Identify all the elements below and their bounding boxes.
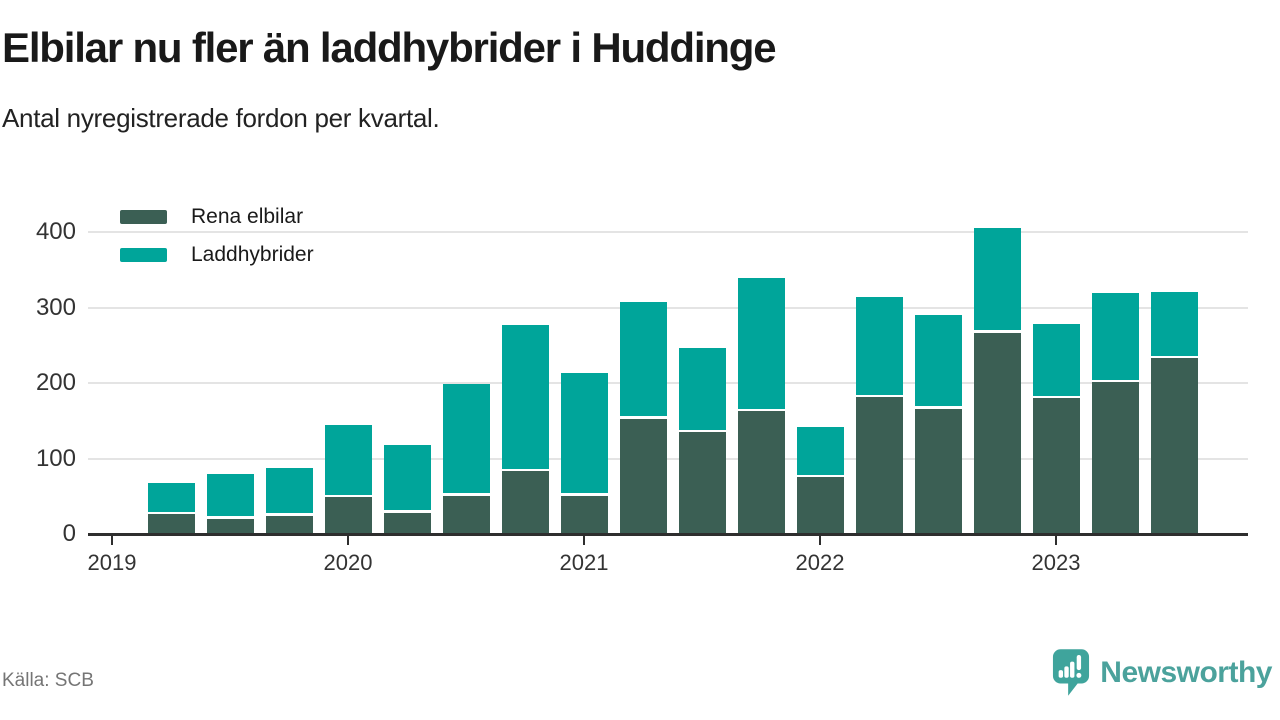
bar-segment-laddhybrider-2022-Q4 [973, 227, 1021, 331]
x-axis-line [88, 533, 1248, 536]
bar-segment-laddhybrider-2021-Q1 [560, 373, 608, 494]
x-axis-tick [347, 536, 349, 545]
chart-title: Elbilar nu fler än laddhybrider i Huddin… [2, 24, 777, 71]
bar-segment-laddhybrider-2021-Q4 [737, 278, 785, 409]
source-note: Källa: SCB [2, 670, 94, 691]
bar-segment-rena-elbilar-2021-Q4 [737, 411, 785, 534]
y-axis-label: 300 [35, 293, 76, 321]
x-axis-tick [819, 536, 821, 545]
x-axis-label: 2021 [559, 550, 609, 575]
y-axis-label: 0 [62, 520, 76, 547]
bar-segment-laddhybrider-2019-Q3 [206, 473, 254, 517]
bar-segment-laddhybrider-2022-Q2 [855, 297, 903, 395]
gridline [88, 457, 1248, 460]
x-axis-tick [583, 536, 585, 545]
gridline [88, 306, 1248, 309]
chart-subtitle: Antal nyregistrerade fordon per kvartal. [2, 103, 440, 133]
x-axis-label: 2022 [795, 550, 845, 575]
legend-label: Laddhybrider [191, 243, 314, 266]
bar-segment-rena-elbilar-2023-Q3 [1150, 358, 1198, 534]
bar-segment-laddhybrider-2020-Q2 [383, 444, 431, 511]
bar-segment-rena-elbilar-2022-Q4 [973, 332, 1021, 534]
x-axis-tick [111, 536, 113, 545]
legend-swatch-rena-elbilar [120, 210, 167, 224]
x-axis-tick [1055, 536, 1057, 545]
x-axis-label: 2020 [323, 550, 373, 575]
bar-segment-laddhybrider-2019-Q4 [265, 467, 313, 514]
y-axis-label: 200 [35, 369, 76, 397]
legend-item-laddhybrider: Laddhybrider [118, 241, 320, 269]
bar-segment-laddhybrider-2020-Q3 [442, 383, 490, 494]
bar-segment-rena-elbilar-2021-Q3 [678, 432, 726, 534]
bar-segment-laddhybrider-2023-Q3 [1150, 291, 1198, 356]
bar-segment-rena-elbilar-2020-Q2 [383, 512, 431, 534]
bar-segment-laddhybrider-2019-Q2 [147, 482, 195, 512]
bar-segment-rena-elbilar-2020-Q1 [324, 497, 372, 534]
bar-segment-laddhybrider-2023-Q1 [1032, 324, 1080, 396]
gridline [88, 382, 1248, 385]
bar-segment-rena-elbilar-2019-Q2 [147, 514, 195, 534]
bar-segment-laddhybrider-2021-Q3 [678, 348, 726, 430]
legend: Rena elbilar Laddhybrider [118, 203, 320, 279]
legend-swatch-laddhybrider [120, 248, 167, 262]
legend-label: Rena elbilar [191, 205, 304, 228]
x-axis-label: 2019 [87, 550, 137, 575]
newsworthy-logo: Newsworthy [1052, 648, 1272, 698]
bar-segment-laddhybrider-2021-Q2 [619, 302, 667, 417]
newsworthy-bubble-icon [1053, 649, 1090, 696]
bar-segment-rena-elbilar-2021-Q2 [619, 418, 667, 534]
legend-item-rena-elbilar: Rena elbilar [118, 203, 320, 231]
y-axis-label: 100 [35, 444, 76, 472]
bar-segment-rena-elbilar-2022-Q3 [914, 408, 962, 534]
x-axis-label: 2023 [1031, 550, 1081, 575]
gridline [88, 231, 1248, 234]
bar-segment-laddhybrider-2022-Q1 [796, 426, 844, 475]
bar-segment-rena-elbilar-2022-Q1 [796, 477, 844, 534]
bar-segment-laddhybrider-2022-Q3 [914, 315, 962, 407]
bar-segment-rena-elbilar-2020-Q4 [501, 471, 549, 534]
bar-segment-laddhybrider-2020-Q4 [501, 325, 549, 469]
bar-segment-rena-elbilar-2022-Q2 [855, 397, 903, 534]
brand-name: Newsworthy [1100, 656, 1272, 689]
bar-segment-rena-elbilar-2023-Q2 [1091, 382, 1139, 534]
bar-segment-rena-elbilar-2021-Q1 [560, 495, 608, 534]
bar-segment-laddhybrider-2020-Q1 [324, 425, 372, 495]
bar-segment-rena-elbilar-2019-Q3 [206, 518, 254, 534]
bar-segment-rena-elbilar-2023-Q1 [1032, 398, 1080, 534]
bar-segment-rena-elbilar-2019-Q4 [265, 515, 313, 534]
bar-segment-laddhybrider-2023-Q2 [1091, 292, 1139, 380]
bar-segment-rena-elbilar-2020-Q3 [442, 495, 490, 534]
y-axis-label: 400 [35, 218, 76, 246]
